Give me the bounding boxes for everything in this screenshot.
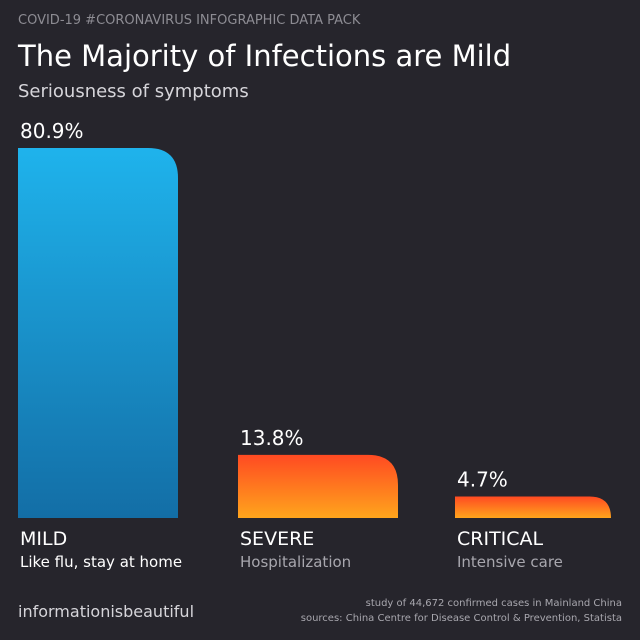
category-description: Intensive care: [457, 553, 563, 571]
note: sources: China Centre for Disease Contro…: [301, 613, 622, 624]
header: COVID-19 #CORONAVIRUS INFOGRAPHIC DATA P…: [18, 13, 361, 28]
bar: [238, 454, 398, 518]
category-description: Like flu, stay at home: [20, 553, 182, 571]
value-label: 4.7%: [457, 468, 508, 492]
value-label: 80.9%: [20, 119, 84, 143]
brand: informationisbeautiful: [18, 602, 194, 621]
chart-title: The Majority of Infections are Mild: [17, 39, 511, 73]
note: study of 44,672 confirmed cases in Mainl…: [366, 598, 622, 609]
bar: [18, 148, 178, 518]
category-label: SEVERE: [240, 528, 314, 550]
value-label: 13.8%: [240, 426, 304, 450]
bar: [455, 496, 611, 518]
category-label: MILD: [20, 528, 67, 550]
category-label: CRITICAL: [457, 528, 544, 550]
subtitle: Seriousness of symptoms: [18, 81, 249, 102]
category-description: Hospitalization: [240, 553, 351, 571]
